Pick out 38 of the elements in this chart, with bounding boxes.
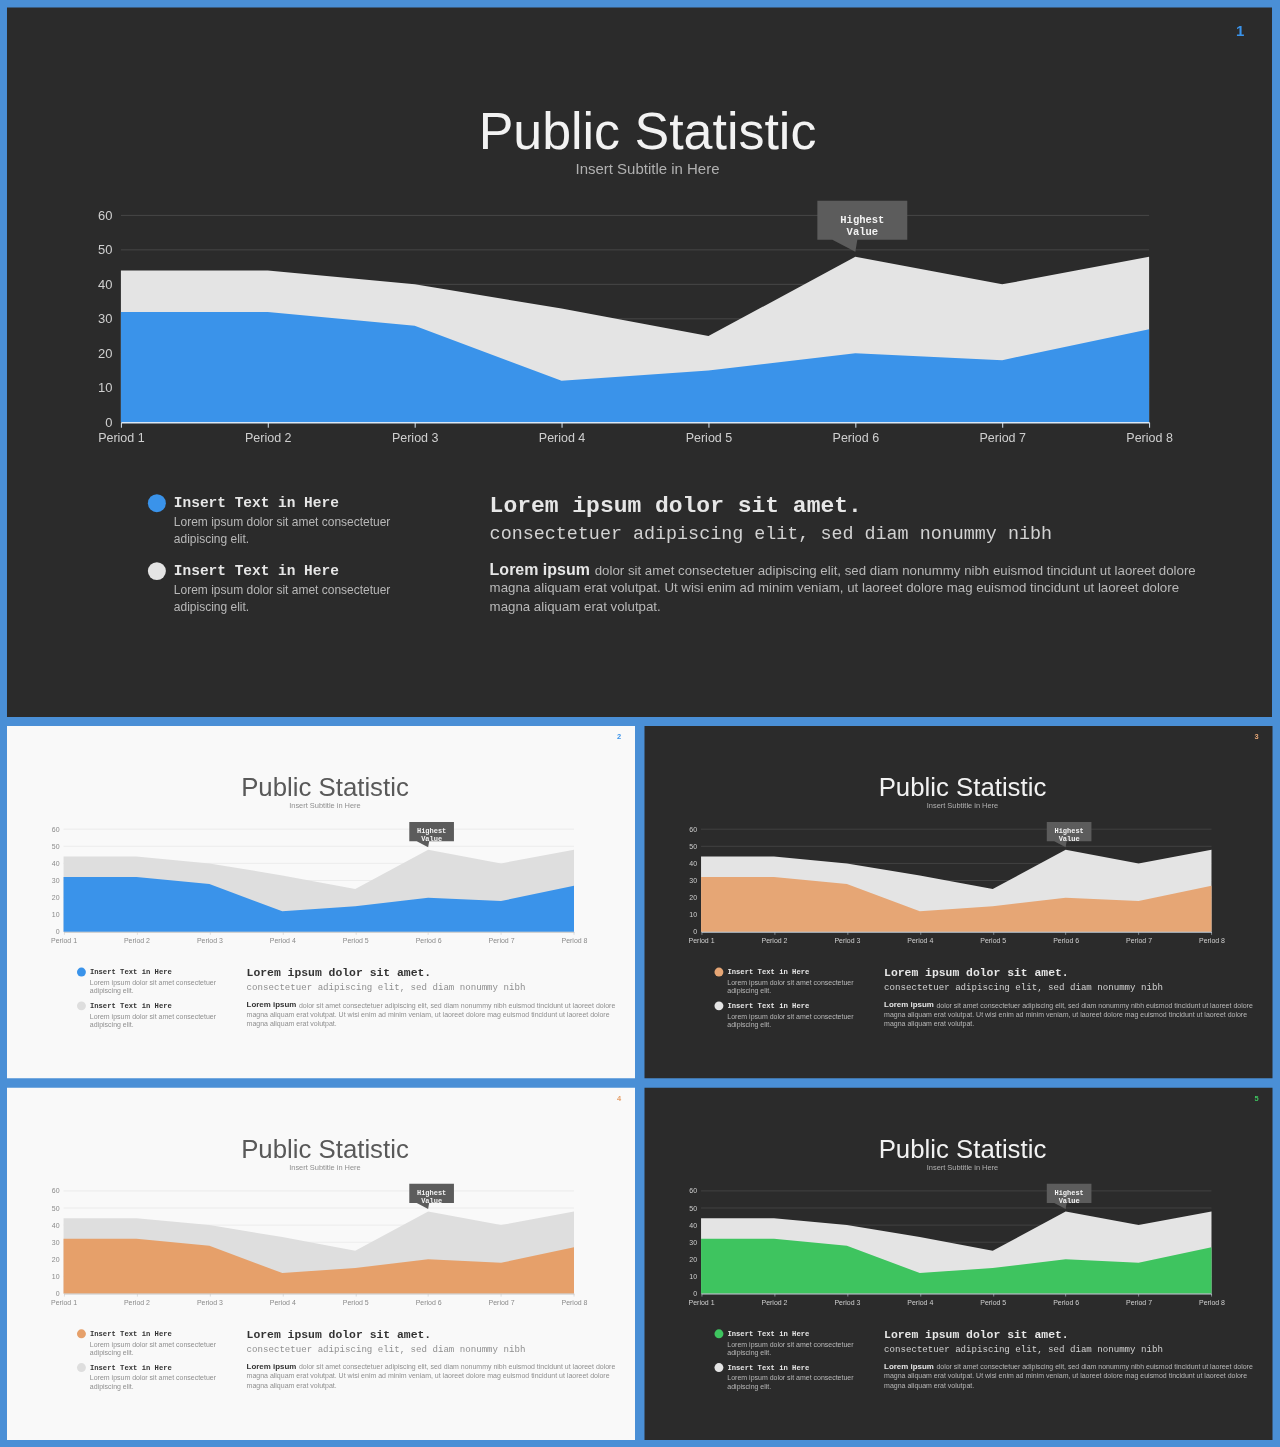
text: consectetuer adipiscing elit, sed diam nonummy nibh	[489, 524, 1052, 546]
chart-title: Public Statistic	[878, 1135, 1047, 1164]
x-tick-label: Period 3	[391, 430, 439, 445]
y-tick-label: 40	[97, 276, 113, 292]
text: Lorem ipsum dolor sit amet consectetuer adipiscing elit.	[173, 515, 391, 547]
legend-label: Insert Text in Here	[173, 563, 339, 580]
text: Lorem ipsum dolor sit amet consectetuer adipiscing elit, sed diam nonummy nibh euismod tincidunt ut laoreet dolore magna aliquam erat volutpat. Ut wisi enim ad minim veniam, ut laoreet dolore mag euismod tincidunt ut laoreet dolore magna aliquam erat volutpat.	[489, 561, 1196, 614]
text: Lorem ipsum dolor sit amet consectetuer adipiscing elit.	[173, 583, 391, 615]
text: Lorem ipsum dolor sit amet.	[246, 1328, 432, 1341]
text: Lorem ipsum dolor sit amet.	[884, 1328, 1069, 1341]
text: consectetuer adipiscing elit, sed diam nonummy nibh	[246, 1343, 526, 1355]
x-tick-label: Period 4	[538, 430, 586, 445]
annotation: Highest Value	[840, 213, 885, 238]
text: Lorem ipsum dolor sit amet.	[489, 493, 862, 520]
x-tick-label: Period 5	[685, 430, 733, 445]
text: consectetuer adipiscing elit, sed diam nonummy nibh	[884, 981, 1163, 993]
chart-title: Public Statistic	[878, 773, 1047, 802]
chart-title: Public Statistic	[478, 102, 817, 161]
y-tick-label: 10	[97, 380, 113, 396]
text: 1	[1235, 21, 1245, 39]
chart-subtitle: Insert Subtitle in Here	[575, 160, 720, 178]
x-tick-label: Period 8	[1126, 430, 1173, 445]
chart-title: Public Statistic	[241, 1135, 409, 1164]
y-tick-label: 30	[97, 311, 113, 327]
text: Lorem ipsum dolor sit amet.	[246, 967, 432, 980]
x-tick-label: Period 2	[245, 430, 292, 445]
legend-label: Insert Text in Here	[173, 495, 339, 512]
chart-title: Public Statistic	[241, 773, 409, 802]
y-tick-label: 60	[97, 207, 113, 223]
y-tick-label: 20	[97, 345, 113, 361]
y-tick-label: 50	[97, 242, 113, 258]
x-tick-label: Period 1	[98, 430, 145, 445]
y-tick-label: 0	[105, 414, 113, 430]
text: Lorem ipsum dolor sit amet.	[884, 967, 1069, 980]
text: consectetuer adipiscing elit, sed diam nonummy nibh	[884, 1343, 1163, 1355]
x-tick-label: Period 7	[979, 430, 1027, 445]
x-tick-label: Period 6	[832, 430, 880, 445]
text: consectetuer adipiscing elit, sed diam nonummy nibh	[246, 981, 526, 993]
